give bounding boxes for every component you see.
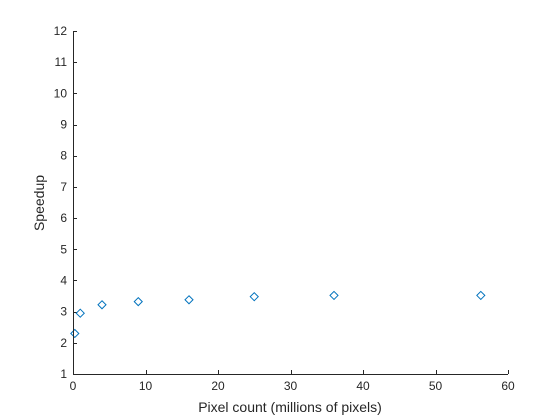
data-point xyxy=(249,291,259,302)
y-tick-label: 2 xyxy=(60,336,67,350)
x-tick-label: 50 xyxy=(429,379,443,393)
x-tick-label: 60 xyxy=(501,379,515,393)
y-tick-label: 6 xyxy=(60,211,67,225)
data-point xyxy=(133,296,143,307)
y-tick-label: 1 xyxy=(60,367,67,381)
data-point xyxy=(97,300,107,310)
y-tick-label: 11 xyxy=(55,55,68,69)
points-layer xyxy=(70,290,486,339)
data-point xyxy=(329,290,339,301)
x-tick-label: 0 xyxy=(70,379,77,393)
data-point xyxy=(75,308,85,318)
x-axis-title: Pixel count (millions of pixels) xyxy=(198,399,382,415)
data-point xyxy=(70,328,80,339)
x-tick-label: 30 xyxy=(284,379,298,393)
x-tick-label: 20 xyxy=(211,379,225,393)
y-tick-label: 4 xyxy=(60,273,67,287)
ticks-layer xyxy=(73,31,509,375)
y-tick-label: 9 xyxy=(60,118,67,132)
y-tick-label: 12 xyxy=(54,24,68,38)
y-tick-label: 8 xyxy=(60,149,67,163)
x-tick-label: 40 xyxy=(356,379,370,393)
y-axis-title: Speedup xyxy=(31,175,47,231)
y-tick-label: 5 xyxy=(60,242,67,256)
x-tick-label: 10 xyxy=(139,379,153,393)
y-tick-label: 3 xyxy=(60,305,67,319)
data-point xyxy=(476,290,486,301)
y-tick-label: 7 xyxy=(60,180,67,194)
y-tick-label: 10 xyxy=(54,86,68,100)
data-point xyxy=(184,295,194,305)
